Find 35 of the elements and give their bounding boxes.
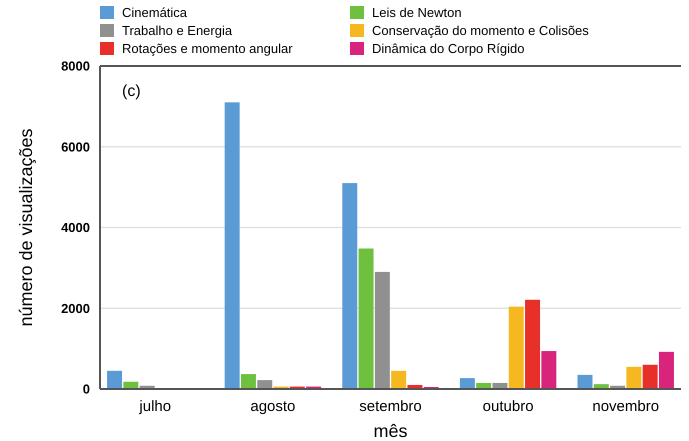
y-tick-label: 2000 bbox=[61, 300, 90, 316]
bar bbox=[460, 378, 475, 389]
bar bbox=[658, 352, 674, 389]
bar bbox=[508, 306, 524, 389]
bar bbox=[358, 248, 374, 389]
legend-label: Rotações e momento angular bbox=[122, 41, 294, 56]
bar bbox=[257, 380, 272, 389]
x-axis-title: mês bbox=[373, 421, 408, 441]
bar bbox=[578, 374, 592, 389]
annotation: (c) bbox=[122, 83, 141, 100]
bar bbox=[642, 364, 658, 389]
x-tick-label: novembro bbox=[592, 398, 660, 415]
x-tick-label: outubro bbox=[482, 398, 534, 415]
bar bbox=[107, 370, 122, 389]
y-tick-label: 6000 bbox=[61, 139, 90, 154]
bar bbox=[374, 272, 390, 389]
y-tick-label: 4000 bbox=[61, 220, 90, 236]
bar bbox=[391, 370, 406, 389]
bar bbox=[240, 374, 256, 389]
bar bbox=[525, 300, 540, 389]
bar bbox=[626, 366, 642, 389]
legend-label: Leis de Newton bbox=[372, 5, 462, 20]
legend-label: Trabalho e Energia bbox=[122, 23, 233, 38]
bar bbox=[224, 102, 240, 389]
y-axis-title: número de visualizações bbox=[16, 128, 36, 327]
x-tick-label: agosto bbox=[250, 398, 296, 415]
legend-label: Cinemática bbox=[122, 5, 188, 20]
x-tick-label: julho bbox=[138, 398, 172, 415]
legend-label: Conservação do momento e Colisões bbox=[372, 23, 590, 38]
bar bbox=[342, 183, 358, 389]
x-tick-label: setembro bbox=[359, 398, 422, 415]
legend-label: Dinâmica do Corpo Rígido bbox=[372, 41, 524, 56]
y-tick-label: 8000 bbox=[61, 58, 90, 74]
bar bbox=[541, 351, 556, 389]
y-tick-label: 0 bbox=[82, 382, 90, 397]
